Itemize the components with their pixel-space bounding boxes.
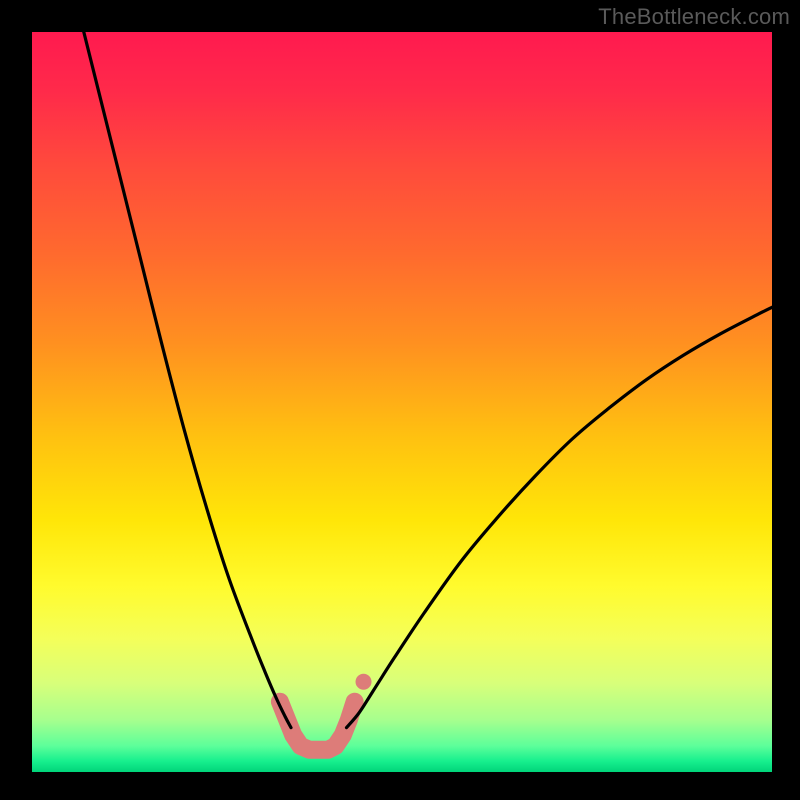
bottleneck-chart — [0, 0, 800, 800]
chart-container: TheBottleneck.com — [0, 0, 800, 800]
watermark-text: TheBottleneck.com — [598, 4, 790, 30]
plot-background — [32, 32, 772, 772]
highlight-end-dot — [356, 674, 372, 690]
